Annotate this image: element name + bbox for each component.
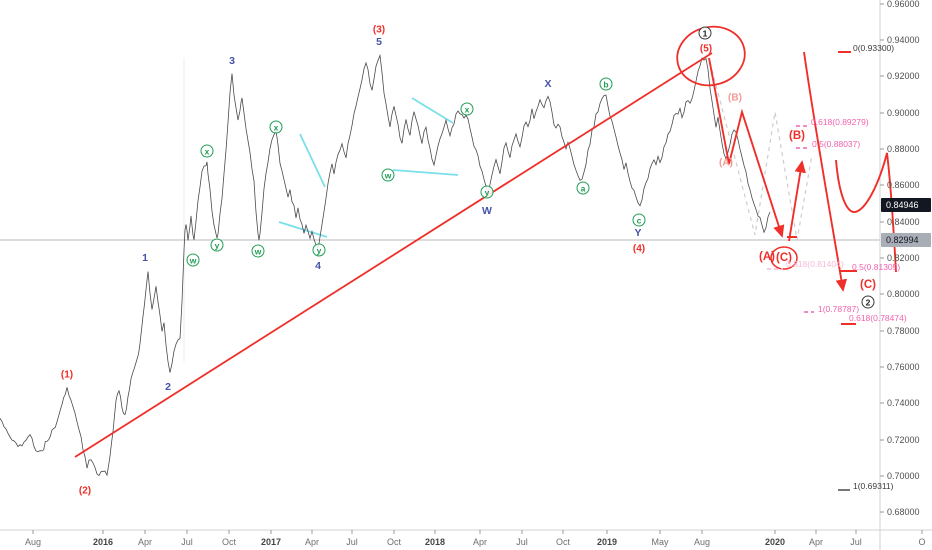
wave-label-x-11[interactable]: X <box>544 78 552 90</box>
wave-circle-green-y-21[interactable]: y <box>480 185 494 199</box>
wave-circle-green-y-14[interactable]: y <box>210 238 224 252</box>
fib-label-6[interactable]: 0.618(0.78474) <box>849 313 907 323</box>
wave-label-b-28[interactable]: (B) <box>728 92 742 104</box>
red-label-ellipse[interactable] <box>770 246 798 270</box>
red-arrow-up-to-b[interactable] <box>788 160 806 242</box>
wave-label-3-7[interactable]: 3 <box>229 55 235 67</box>
wave-circle-green-w-19[interactable]: w <box>381 168 395 182</box>
wave-circle-green-x-20[interactable]: x <box>460 102 474 116</box>
cyan-trendline-0[interactable] <box>299 133 326 188</box>
wave-label-1-0[interactable]: (1) <box>60 369 74 381</box>
wave-label-2-6[interactable]: 2 <box>165 381 171 393</box>
wave-circle-green-x-17[interactable]: x <box>269 120 283 134</box>
red-projection-recovery[interactable] <box>835 152 897 273</box>
wave-circle-green-y-18[interactable]: y <box>312 243 326 257</box>
fib-label-7[interactable]: 1(0.69311) <box>853 481 894 491</box>
red-trendline[interactable] <box>74 52 713 458</box>
wave-label-4-3[interactable]: (4) <box>632 243 646 255</box>
gray-dashed-projection[interactable] <box>709 61 813 241</box>
red-zigzag-a-b-c[interactable] <box>708 57 785 238</box>
wave-label-y-12[interactable]: Y <box>634 227 642 239</box>
wave-circle-green-w-13[interactable]: w <box>186 253 200 267</box>
cyan-trendline-3[interactable] <box>392 169 459 176</box>
wave-label-4-8[interactable]: 4 <box>315 260 321 272</box>
wave-circle-black-2-26[interactable]: 2 <box>861 295 875 309</box>
wave-circle-green-b-23[interactable]: b <box>599 77 613 91</box>
price-series[interactable] <box>0 53 771 477</box>
wave-label-c-31[interactable]: (C) <box>776 252 792 264</box>
wave-label-b-29[interactable]: (B) <box>789 130 805 142</box>
wave-label-5-4[interactable]: (5) <box>699 43 713 55</box>
wave-circle-black-1-25[interactable]: 1 <box>698 26 712 40</box>
wave-circle-green-a-22[interactable]: a <box>576 181 590 195</box>
wave-label-5-9[interactable]: 5 <box>376 36 382 48</box>
wave-label-a-30[interactable]: (A) <box>759 251 775 263</box>
fib-label-5[interactable]: 1(0.78787) <box>818 304 860 314</box>
wave-label-1-5[interactable]: 1 <box>142 252 148 264</box>
level-price-badge: 0.82994 <box>881 233 931 247</box>
fib-label-3[interactable]: 0.618(0.81404) <box>786 259 844 269</box>
wave-circle-green-x-15[interactable]: x <box>200 144 214 158</box>
wave-label-c-32[interactable]: (C) <box>860 279 876 291</box>
wave-label-3-2[interactable]: (3) <box>372 24 386 36</box>
wave-circle-green-w-16[interactable]: w <box>251 244 265 258</box>
current-price-badge: 0.84946 <box>881 198 931 212</box>
wave-label-a-27[interactable]: (A) <box>719 157 733 169</box>
wave-circle-green-c-24[interactable]: c <box>632 213 646 227</box>
fib-label-4[interactable]: 0.5(0.81305) <box>852 262 901 272</box>
fib-label-2[interactable]: 0.5(0.88037) <box>812 139 861 149</box>
fib-label-0[interactable]: 0(0.93300) <box>853 43 895 53</box>
cyan-trendline-2[interactable] <box>411 97 454 124</box>
wave-label-w-10[interactable]: W <box>482 205 492 217</box>
wave-label-2-1[interactable]: (2) <box>78 485 92 497</box>
fib-label-1[interactable]: 0.618(0.89279) <box>811 117 869 127</box>
